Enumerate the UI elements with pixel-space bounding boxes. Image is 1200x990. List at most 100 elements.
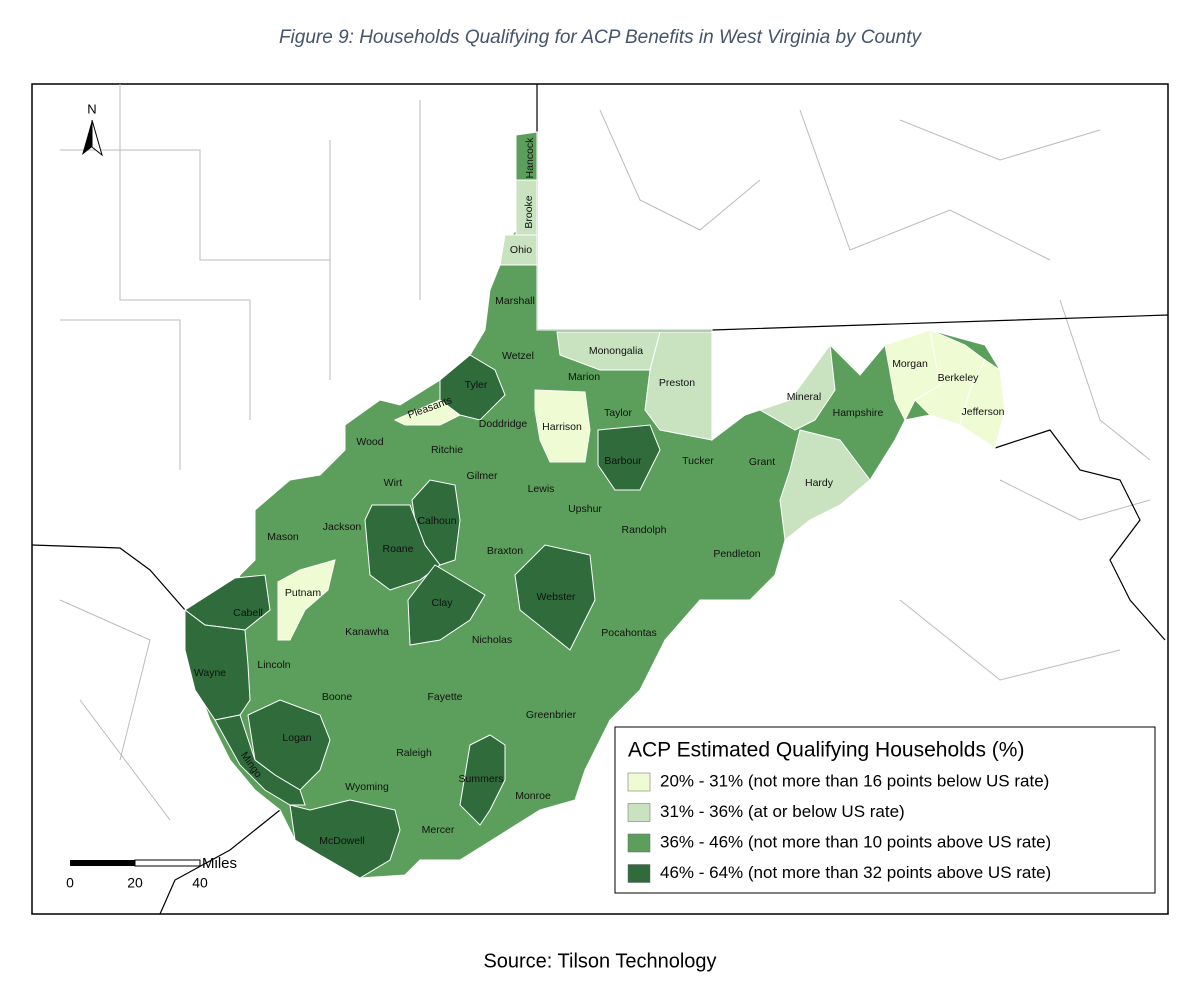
- county: [758, 343, 836, 431]
- county-label: Ohio: [510, 244, 532, 256]
- county-label: Hampshire: [833, 407, 884, 419]
- county: [644, 331, 713, 441]
- county-label: Ritchie: [431, 444, 463, 456]
- county-label: Wayne: [194, 667, 226, 679]
- north-label: N: [87, 101, 96, 116]
- county-label: Wirt: [384, 477, 403, 489]
- county-label: Mason: [267, 531, 299, 543]
- county: [439, 354, 506, 421]
- legend-label: 20% - 31% (not more than 16 points below…: [660, 771, 1049, 790]
- legend-swatch: [627, 772, 651, 792]
- county: [556, 331, 661, 371]
- county-label: Summers: [459, 773, 504, 785]
- county-label: Harrison: [542, 421, 582, 433]
- scale-segment: [70, 860, 135, 866]
- county-label: Marion: [568, 371, 600, 383]
- county-label: Boone: [322, 691, 353, 703]
- county: [534, 389, 591, 463]
- county: [499, 234, 538, 266]
- legend-swatch: [627, 833, 651, 853]
- county-label: Hardy: [805, 477, 834, 489]
- north-arrow: N: [82, 101, 103, 157]
- county-label: Cabell: [233, 607, 263, 619]
- county-label: Mineral: [787, 391, 821, 403]
- legend: ACP Estimated Qualifying Households (%) …: [614, 726, 1156, 894]
- county-label: Greenbrier: [526, 709, 577, 721]
- county-label: Preston: [659, 377, 695, 389]
- county-label: Randolph: [622, 524, 667, 536]
- county-label: Calhoun: [417, 515, 456, 527]
- county-label: Wood: [356, 436, 383, 448]
- county-label: Wyoming: [345, 781, 389, 793]
- county-shapes: [184, 179, 1006, 879]
- county-label: Morgan: [892, 358, 928, 370]
- county: [597, 424, 661, 491]
- county: [393, 399, 461, 426]
- county-label: Tyler: [465, 379, 488, 391]
- county-label: Barbour: [604, 455, 642, 467]
- county-label: Lewis: [528, 483, 555, 495]
- arrow-right: [91, 119, 103, 157]
- legend-swatch: [627, 864, 651, 883]
- county-label: Upshur: [568, 503, 602, 515]
- county: [214, 714, 306, 806]
- county-label: Berkeley: [938, 372, 980, 384]
- source: Source: Tilson Technology: [483, 950, 716, 972]
- county-label: Roane: [383, 543, 414, 555]
- county-label: Pocahontas: [601, 627, 656, 639]
- county-label: Tucker: [682, 455, 714, 467]
- county: [959, 359, 1006, 449]
- arrow-left: [82, 120, 92, 155]
- county-label: Mercer: [422, 824, 455, 836]
- scale-tick-label: 0: [66, 875, 74, 891]
- county-label: Webster: [537, 591, 576, 603]
- scale-tick-label: 40: [192, 875, 208, 891]
- county-label: Nicholas: [472, 634, 512, 646]
- scale-bar: Miles 0 20 40: [66, 855, 237, 891]
- county: [289, 799, 401, 879]
- legend-swatch: [627, 803, 651, 822]
- county: [459, 734, 506, 826]
- legend-title: ACP Estimated Qualifying Households (%): [628, 739, 1024, 762]
- county: [364, 504, 441, 591]
- county-label: Wetzel: [502, 350, 534, 362]
- county-label: Clay: [431, 597, 453, 609]
- county-label: Lincoln: [257, 659, 290, 671]
- county-label: Jackson: [323, 521, 362, 533]
- county-label: Raleigh: [396, 747, 432, 759]
- legend-label: 46% - 64% (not more than 32 points above…: [660, 863, 1051, 882]
- county-label: Pendleton: [713, 548, 760, 560]
- county-labels: PleasantsHarrisonPutnamMorganBerkeleyJef…: [194, 137, 1005, 847]
- legend-label: 36% - 46% (not more than 10 points above…: [660, 832, 1051, 851]
- scale-segment: [134, 859, 201, 867]
- figure-title: Figure 9: Households Qualifying for ACP …: [279, 27, 923, 48]
- scale-tick-label: 20: [127, 875, 143, 891]
- county: [514, 544, 596, 651]
- county-label: Braxton: [487, 545, 523, 557]
- county-label: Monroe: [515, 790, 551, 802]
- legend-label: 31% - 36% (at or below US rate): [660, 802, 905, 821]
- county-label: Doddridge: [479, 418, 528, 430]
- county-label: Brooke: [523, 195, 535, 228]
- county-label: Jefferson: [962, 406, 1005, 418]
- county: [277, 559, 336, 641]
- county: [779, 429, 871, 541]
- county-label: Putnam: [285, 587, 321, 599]
- county-label: Marshall: [495, 295, 535, 307]
- county-label: Gilmer: [467, 470, 498, 482]
- county: [184, 609, 251, 721]
- county-label: Fayette: [427, 691, 462, 703]
- county-label: Hancock: [524, 137, 536, 179]
- scale-unit: Miles: [202, 855, 237, 872]
- county-label: Grant: [749, 456, 775, 468]
- county-label: McDowell: [319, 835, 365, 847]
- county: [407, 564, 486, 646]
- state-outline: [184, 131, 1006, 879]
- county-label: Logan: [282, 732, 311, 744]
- county-label: Kanawha: [345, 626, 389, 638]
- county-label: Taylor: [604, 407, 633, 419]
- county-label: Monongalia: [589, 345, 643, 357]
- legend-box: [614, 726, 1156, 894]
